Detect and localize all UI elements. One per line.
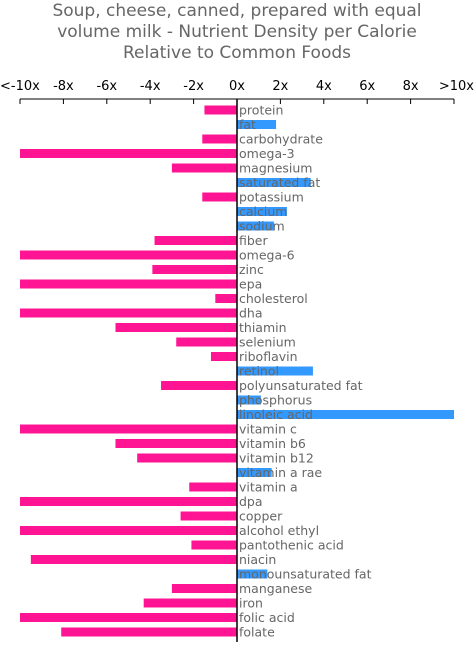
x-tick-label: -6x — [96, 79, 117, 94]
bar — [20, 250, 237, 260]
category-label: potassium — [239, 190, 304, 205]
category-label: folate — [239, 625, 275, 640]
category-label: polyunsaturated fat — [239, 378, 363, 393]
bar — [237, 120, 277, 129]
category-label: carbohydrate — [239, 132, 323, 147]
category-label: pantothenic acid — [239, 538, 344, 553]
bar — [237, 569, 268, 579]
chart-title-line-1: Soup, cheese, canned, prepared with equa… — [52, 1, 422, 21]
category-label: thiamin — [239, 320, 287, 335]
category-label: iron — [239, 596, 263, 611]
bar — [161, 381, 237, 390]
category-label: dpa — [239, 494, 263, 509]
bar — [171, 163, 237, 173]
x-tick-label: 0x — [229, 79, 245, 94]
bar — [115, 439, 237, 448]
bar — [202, 192, 237, 202]
bar — [176, 337, 237, 347]
bar — [237, 410, 454, 419]
x-tick-label: 6x — [359, 79, 375, 94]
category-label: zinc — [239, 262, 264, 277]
bar — [237, 366, 313, 376]
category-label: omega-6 — [239, 248, 295, 263]
category-label: vitamin b6 — [239, 436, 306, 451]
category-label: vitamin a — [239, 480, 298, 495]
bar — [20, 308, 237, 318]
category-label: alcohol ethyl — [239, 523, 319, 538]
bar — [237, 395, 261, 405]
x-tick-label: -4x — [140, 79, 161, 94]
bar — [171, 584, 237, 593]
category-label: niacin — [239, 552, 276, 567]
bar — [20, 497, 237, 506]
bar — [61, 627, 238, 637]
category-label: selenium — [239, 335, 296, 350]
category-label: magnesium — [239, 161, 312, 176]
bar — [152, 265, 237, 274]
x-tick-label: -8x — [53, 79, 74, 94]
bar — [180, 511, 237, 521]
category-label: cholesterol — [239, 291, 308, 306]
category-label: vitamin a rae — [239, 465, 322, 480]
category-label: fat — [239, 117, 256, 132]
category-label: sodium — [239, 219, 285, 234]
category-label: vitamin b12 — [239, 451, 314, 466]
bar — [202, 134, 237, 144]
x-tick-label: 8x — [403, 79, 419, 94]
category-label: saturated fat — [239, 175, 320, 190]
category-label: fiber — [239, 233, 268, 248]
category-label: monounsaturated fat — [239, 567, 372, 582]
bar — [115, 323, 237, 332]
category-label: copper — [239, 509, 283, 524]
bar — [154, 236, 237, 245]
category-label: calcium — [239, 204, 287, 219]
bar — [215, 294, 237, 303]
bar — [204, 105, 237, 115]
category-label: protein — [239, 103, 283, 118]
category-label: vitamin c — [239, 422, 297, 437]
x-tick-label: <-10x — [0, 79, 40, 94]
bar — [191, 540, 237, 550]
category-label: dha — [239, 306, 263, 321]
chart-title-line-3: Relative to Common Foods — [122, 43, 352, 63]
x-tick-label: >10x — [439, 79, 474, 94]
bar — [30, 555, 237, 564]
category-label: riboflavin — [239, 349, 298, 364]
bar — [210, 352, 237, 361]
category-label: linoleic acid — [239, 407, 313, 422]
category-label: omega-3 — [239, 146, 295, 161]
category-label: phosphorus — [239, 393, 312, 408]
x-tick-label: 2x — [272, 79, 288, 94]
bar — [20, 424, 237, 434]
chart-title-line-2: volume milk - Nutrient Density per Calor… — [57, 22, 417, 42]
bar — [20, 149, 237, 158]
bar — [237, 178, 311, 187]
category-label: retinol — [239, 364, 279, 379]
bar — [137, 453, 237, 463]
bar — [20, 526, 237, 535]
category-label: epa — [239, 277, 262, 292]
category-label: folic acid — [239, 610, 295, 625]
bar — [143, 598, 237, 608]
bar — [237, 207, 287, 216]
bar — [20, 613, 237, 622]
x-tick-label: -2x — [183, 79, 204, 94]
x-tick-label: 4x — [316, 79, 332, 94]
bar — [237, 468, 272, 477]
bar — [237, 221, 274, 231]
bar — [20, 279, 237, 289]
bar — [189, 482, 237, 492]
category-label: manganese — [239, 581, 312, 596]
